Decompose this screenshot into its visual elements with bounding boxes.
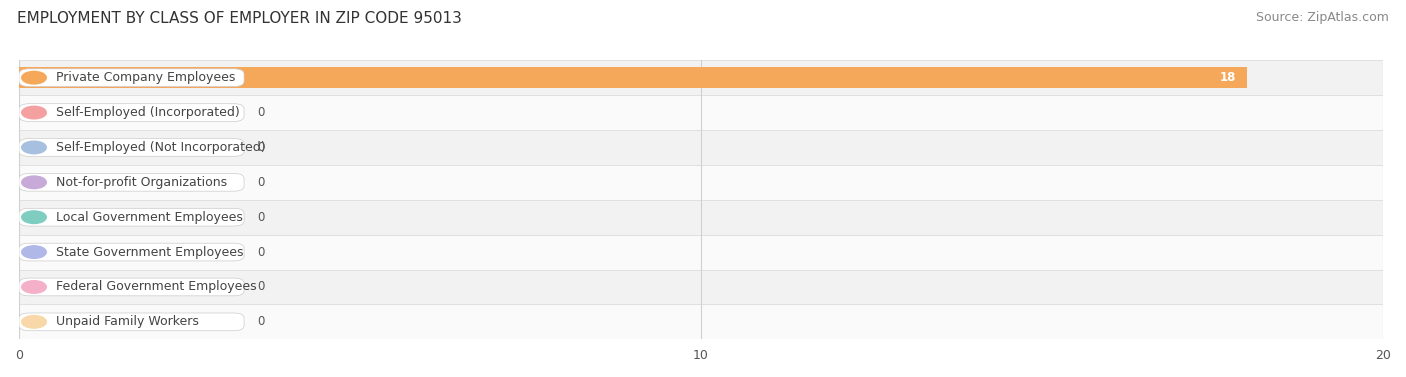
Circle shape <box>21 211 46 224</box>
Text: 18: 18 <box>1220 71 1236 84</box>
Text: Self-Employed (Not Incorporated): Self-Employed (Not Incorporated) <box>56 141 266 154</box>
Text: 0: 0 <box>257 211 266 224</box>
Circle shape <box>21 106 46 119</box>
Text: EMPLOYMENT BY CLASS OF EMPLOYER IN ZIP CODE 95013: EMPLOYMENT BY CLASS OF EMPLOYER IN ZIP C… <box>17 11 461 26</box>
Bar <box>20 304 1384 339</box>
Bar <box>20 165 1384 200</box>
FancyBboxPatch shape <box>20 313 245 331</box>
Text: 0: 0 <box>257 315 266 328</box>
FancyBboxPatch shape <box>20 173 245 191</box>
Text: 0: 0 <box>257 106 266 119</box>
Text: 0: 0 <box>257 245 266 259</box>
Text: Not-for-profit Organizations: Not-for-profit Organizations <box>56 176 226 189</box>
FancyBboxPatch shape <box>20 243 245 261</box>
FancyBboxPatch shape <box>20 69 245 87</box>
Text: State Government Employees: State Government Employees <box>56 245 243 259</box>
Circle shape <box>21 316 46 328</box>
Text: 0: 0 <box>257 141 266 154</box>
Text: Source: ZipAtlas.com: Source: ZipAtlas.com <box>1256 11 1389 24</box>
Text: Private Company Employees: Private Company Employees <box>56 71 235 84</box>
Bar <box>20 200 1384 234</box>
Circle shape <box>21 176 46 188</box>
Text: Federal Government Employees: Federal Government Employees <box>56 280 256 293</box>
Circle shape <box>21 141 46 154</box>
FancyBboxPatch shape <box>20 278 245 296</box>
Bar <box>20 270 1384 304</box>
Circle shape <box>21 246 46 258</box>
FancyBboxPatch shape <box>20 208 245 226</box>
Text: Local Government Employees: Local Government Employees <box>56 211 243 224</box>
Text: Self-Employed (Incorporated): Self-Employed (Incorporated) <box>56 106 239 119</box>
FancyBboxPatch shape <box>20 104 245 121</box>
Text: 0: 0 <box>257 280 266 293</box>
Text: Unpaid Family Workers: Unpaid Family Workers <box>56 315 198 328</box>
Bar <box>20 67 1247 89</box>
Bar <box>20 234 1384 270</box>
Text: 0: 0 <box>257 176 266 189</box>
Bar <box>20 95 1384 130</box>
Circle shape <box>21 71 46 84</box>
FancyBboxPatch shape <box>20 139 245 156</box>
Circle shape <box>21 281 46 293</box>
Bar <box>20 130 1384 165</box>
Bar <box>20 60 1384 95</box>
